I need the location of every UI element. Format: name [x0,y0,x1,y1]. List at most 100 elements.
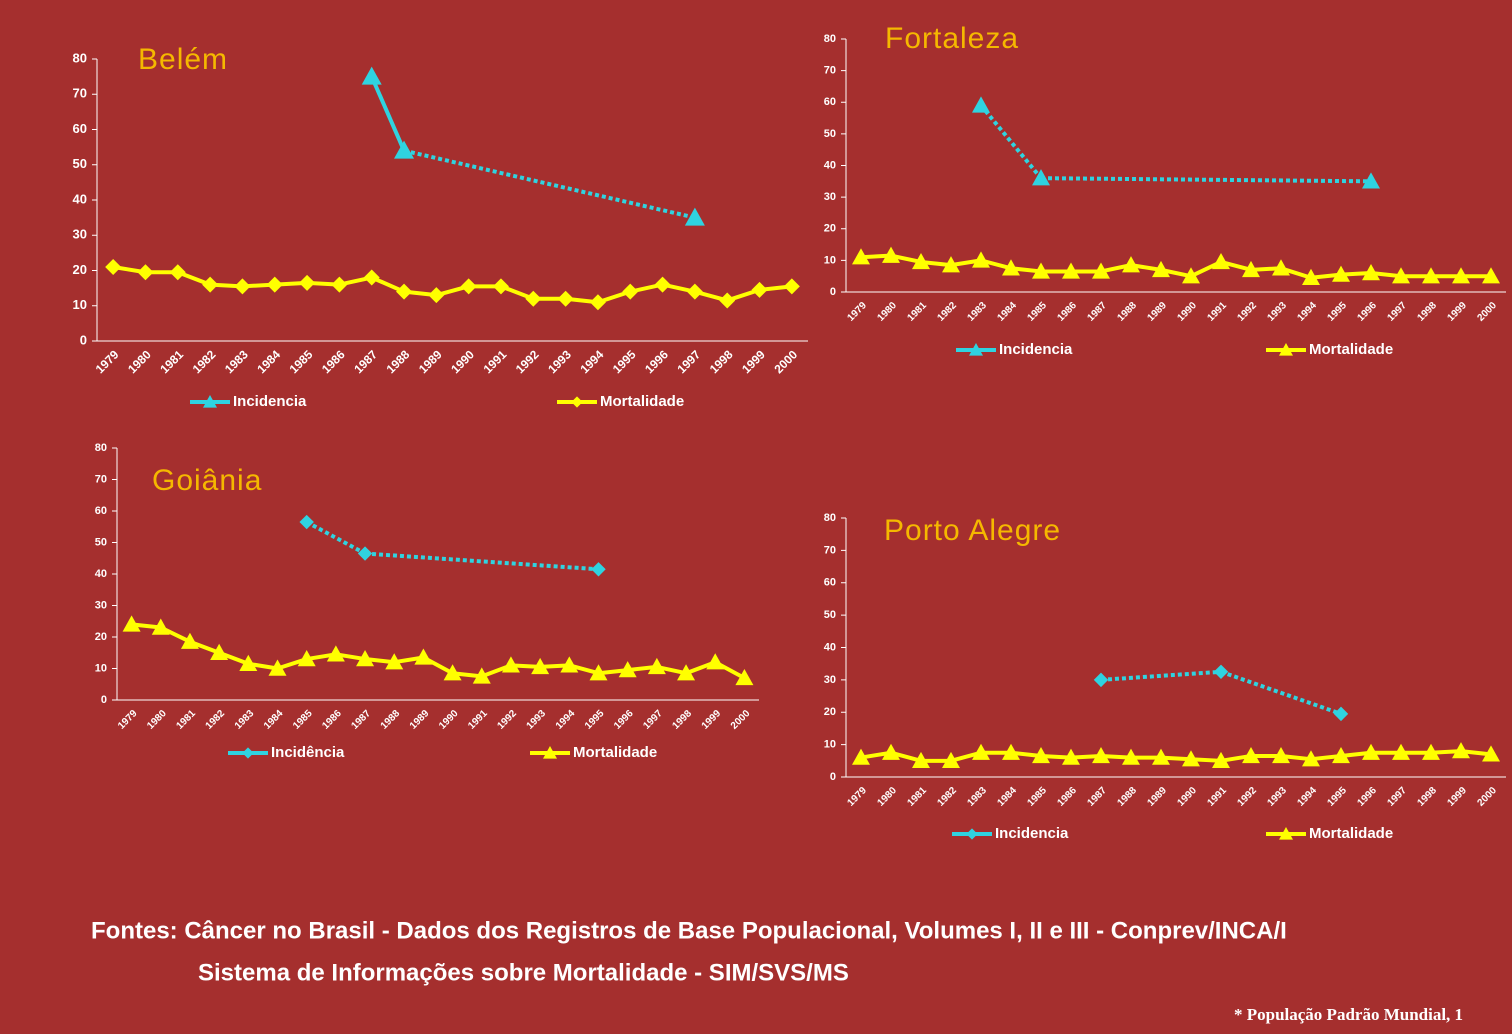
source-line: Sistema de Informações sobre Mortalidade… [198,959,849,986]
legend-marker [203,395,217,408]
x-tick-label: 1985 [287,347,316,376]
legend-marker [571,396,583,408]
data-point [972,743,990,760]
data-point [202,276,219,293]
data-point [443,664,462,681]
data-point [589,294,606,311]
legend-marker [543,746,557,759]
y-tick-label: 0 [101,694,107,706]
y-tick-label: 50 [73,156,87,171]
data-point [1002,743,1020,760]
data-point [912,252,930,270]
x-tick-label: 1997 [1385,785,1409,809]
data-point [169,264,186,281]
data-point [882,743,900,760]
y-tick-label: 40 [824,159,836,171]
series-line [369,75,406,152]
data-point [180,632,199,649]
x-tick-label: 1985 [1025,300,1049,324]
data-point [1062,748,1080,765]
footnote: * População Padrão Mundial, 1 [1234,1005,1463,1024]
y-tick-label: 10 [824,254,836,266]
x-tick-label: 1986 [320,708,344,732]
data-point [912,751,930,769]
gap-connector [1220,669,1342,716]
data-point [706,653,725,670]
data-point [557,290,574,307]
x-tick-label: 1989 [416,347,445,376]
x-tick-label: 1987 [1085,785,1109,809]
data-point [1452,267,1470,284]
data-point [525,290,542,307]
data-point [428,287,445,304]
data-point [1002,259,1020,276]
x-tick-label: 1993 [545,347,574,376]
x-tick-label: 1994 [1295,785,1319,809]
y-tick-label: 40 [73,191,87,206]
y-tick-label: 50 [824,128,836,140]
data-point [1302,268,1320,285]
x-tick-label: 1982 [204,708,228,732]
data-point [1482,267,1500,284]
data-point [268,659,287,676]
chart-title: Fortaleza [885,22,1019,55]
x-tick-label: 1979 [93,347,122,376]
data-point [1122,256,1140,273]
x-tick-label: 1981 [157,347,186,376]
data-point [852,248,870,265]
x-tick-label: 1997 [674,347,703,376]
data-point [1362,172,1380,189]
x-tick-label: 1994 [554,708,578,732]
data-point [137,264,154,281]
x-tick-label: 1996 [642,347,671,376]
x-tick-label: 1980 [125,347,154,376]
data-point [1302,750,1320,767]
x-tick-label: 1981 [905,785,929,809]
x-tick-label: 1999 [1445,300,1469,324]
gap-connector [1040,176,1372,184]
data-point [1032,169,1050,186]
data-point [1332,265,1350,282]
y-tick-label: 70 [95,473,107,485]
x-tick-label: 1995 [583,708,607,732]
data-point [647,657,666,675]
legend-marker [1279,343,1293,356]
data-point [942,751,960,769]
y-tick-label: 80 [73,50,87,65]
data-point [1422,743,1440,760]
data-point [1212,751,1230,769]
gap-connector [403,148,696,220]
data-point [299,514,314,530]
data-point [783,278,800,295]
y-tick-label: 80 [824,33,836,45]
data-point [719,292,736,309]
data-point [1093,672,1109,688]
legend-label: Incidência [271,744,345,761]
data-point [1392,267,1410,284]
x-tick-label: 1997 [641,708,665,732]
y-tick-label: 60 [824,96,836,108]
x-tick-label: 1983 [222,347,251,376]
x-tick-label: 1984 [995,300,1019,324]
legend-label: Incidencia [995,825,1069,842]
data-point [589,664,608,681]
x-tick-label: 1998 [707,347,736,376]
data-point [1333,706,1349,722]
y-tick-label: 10 [73,297,87,312]
y-tick-label: 50 [95,536,107,548]
legend-marker [1279,827,1293,840]
gap-connector [364,551,599,572]
data-point [1122,748,1140,765]
x-tick-label: 1981 [905,300,929,324]
x-tick-label: 1990 [1175,300,1199,324]
x-tick-label: 1983 [965,300,989,324]
x-tick-label: 2000 [1475,785,1499,809]
x-tick-label: 1991 [1205,300,1229,324]
legend-label: Mortalidade [1309,341,1393,358]
data-point [882,246,900,263]
legend-marker [242,747,254,759]
data-point [1152,260,1170,278]
chart-title: Belém [138,43,228,76]
data-point [361,66,382,85]
x-tick-label: 1988 [1115,785,1139,809]
